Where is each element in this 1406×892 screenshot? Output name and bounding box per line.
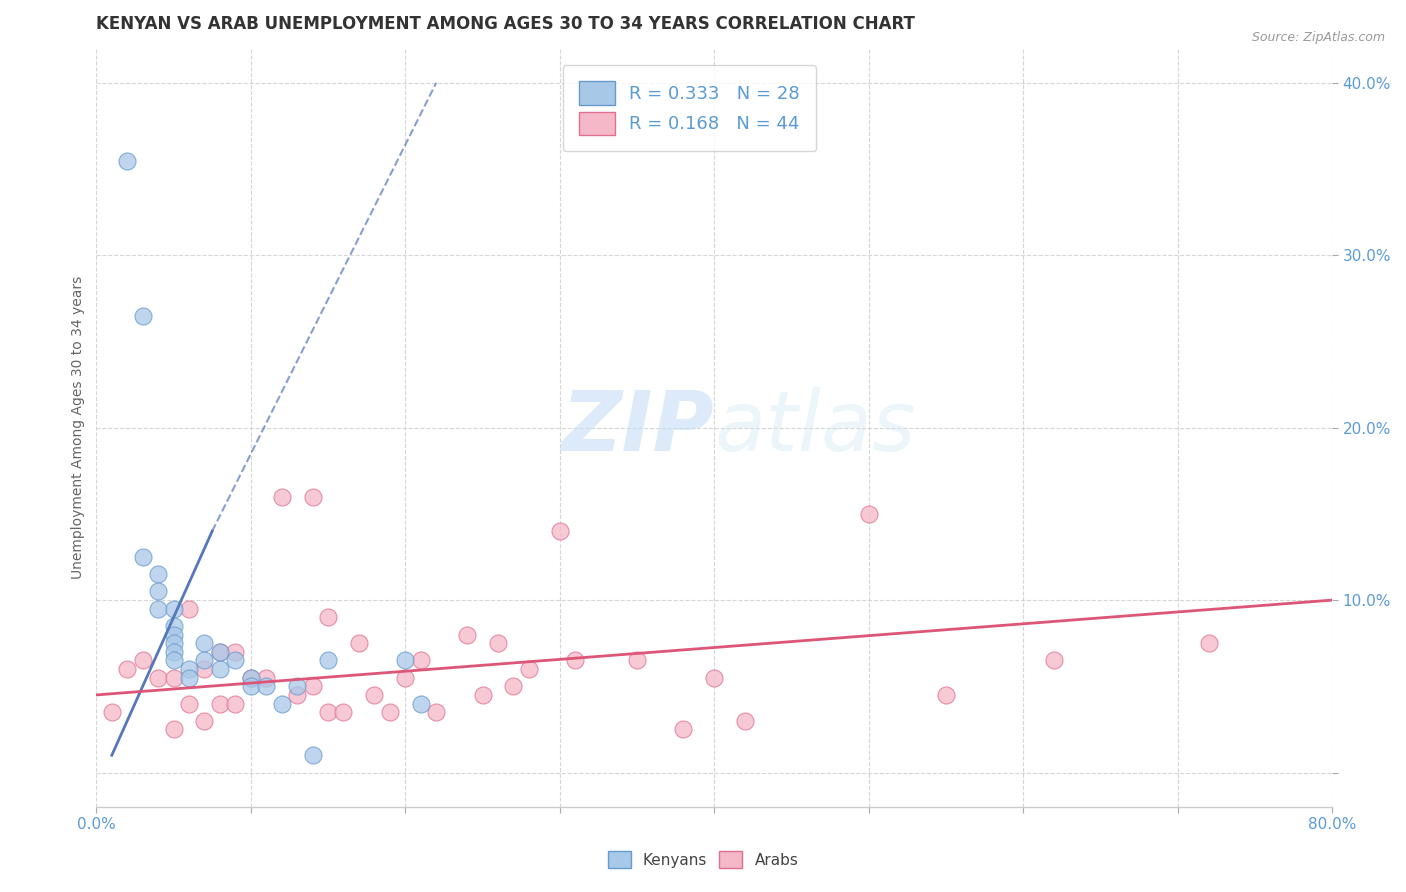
Point <box>162 619 184 633</box>
Point <box>301 748 323 763</box>
Point <box>363 688 385 702</box>
Point <box>224 653 246 667</box>
Point <box>456 627 478 641</box>
Point <box>254 679 277 693</box>
Point <box>162 636 184 650</box>
Point <box>626 653 648 667</box>
Point <box>193 662 215 676</box>
Point <box>409 697 432 711</box>
Point <box>270 490 292 504</box>
Point <box>224 697 246 711</box>
Point <box>1198 636 1220 650</box>
Point <box>935 688 957 702</box>
Point <box>517 662 540 676</box>
Point <box>146 584 169 599</box>
Point <box>1043 653 1066 667</box>
Point <box>208 697 231 711</box>
Point <box>177 697 200 711</box>
Point <box>146 601 169 615</box>
Point <box>177 662 200 676</box>
Y-axis label: Unemployment Among Ages 30 to 34 years: Unemployment Among Ages 30 to 34 years <box>72 277 86 579</box>
Point <box>378 705 401 719</box>
Point <box>394 653 416 667</box>
Point <box>162 653 184 667</box>
Point <box>131 549 153 564</box>
Legend: Kenyans, Arabs: Kenyans, Arabs <box>600 844 806 875</box>
Point <box>254 671 277 685</box>
Point <box>162 723 184 737</box>
Point <box>285 679 308 693</box>
Text: Source: ZipAtlas.com: Source: ZipAtlas.com <box>1251 31 1385 45</box>
Point <box>409 653 432 667</box>
Point <box>177 671 200 685</box>
Point <box>193 636 215 650</box>
Point <box>285 688 308 702</box>
Point <box>101 705 124 719</box>
Point <box>734 714 756 728</box>
Point <box>301 490 323 504</box>
Point <box>239 671 262 685</box>
Point <box>301 679 323 693</box>
Point <box>131 653 153 667</box>
Point <box>394 671 416 685</box>
Point <box>117 153 139 168</box>
Point <box>502 679 524 693</box>
Point <box>486 636 509 650</box>
Point <box>316 705 339 719</box>
Point <box>208 645 231 659</box>
Point <box>208 645 231 659</box>
Point <box>239 679 262 693</box>
Text: atlas: atlas <box>714 387 915 468</box>
Point <box>316 653 339 667</box>
Text: ZIP: ZIP <box>561 387 714 468</box>
Point <box>703 671 725 685</box>
Point <box>193 653 215 667</box>
Point <box>208 662 231 676</box>
Point <box>224 645 246 659</box>
Point <box>564 653 586 667</box>
Point <box>193 714 215 728</box>
Text: KENYAN VS ARAB UNEMPLOYMENT AMONG AGES 30 TO 34 YEARS CORRELATION CHART: KENYAN VS ARAB UNEMPLOYMENT AMONG AGES 3… <box>97 15 915 33</box>
Point <box>162 671 184 685</box>
Point <box>425 705 447 719</box>
Point <box>239 671 262 685</box>
Point <box>117 662 139 676</box>
Point <box>858 507 880 521</box>
Point <box>332 705 354 719</box>
Point <box>131 309 153 323</box>
Point <box>672 723 695 737</box>
Point <box>146 567 169 582</box>
Point <box>162 645 184 659</box>
Point <box>162 627 184 641</box>
Point <box>316 610 339 624</box>
Legend: R = 0.333   N = 28, R = 0.168   N = 44: R = 0.333 N = 28, R = 0.168 N = 44 <box>562 65 817 151</box>
Point <box>177 601 200 615</box>
Point <box>548 524 571 538</box>
Point <box>270 697 292 711</box>
Point <box>471 688 494 702</box>
Point <box>162 601 184 615</box>
Point <box>146 671 169 685</box>
Point <box>347 636 370 650</box>
